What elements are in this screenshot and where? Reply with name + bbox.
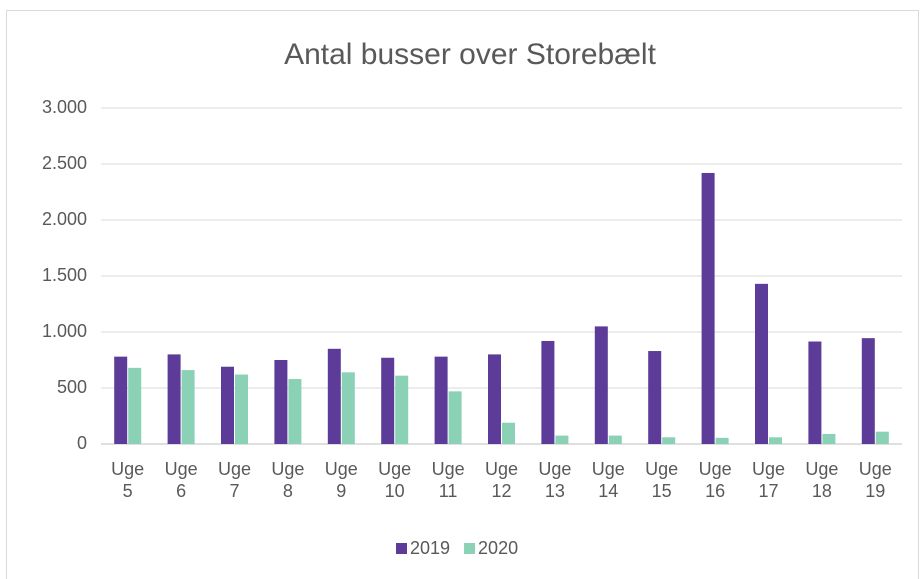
x-tick-label: Uge 9 — [324, 459, 358, 501]
y-tick-label: 1.500 — [42, 265, 87, 285]
bar — [662, 437, 676, 444]
x-tick-label: Uge 8 — [271, 459, 305, 501]
bar — [715, 437, 729, 444]
bar — [114, 356, 128, 444]
y-tick-label: 1.000 — [42, 321, 87, 341]
bar — [555, 435, 569, 444]
bar — [434, 356, 448, 444]
x-tick-label: Uge 14 — [591, 459, 625, 501]
bar — [701, 172, 715, 444]
bar — [488, 354, 501, 444]
bar — [167, 354, 181, 444]
bar — [769, 437, 782, 444]
x-tick-label: Uge 13 — [538, 459, 572, 501]
bar — [594, 326, 608, 444]
x-tick-label: Uge 7 — [217, 459, 252, 501]
bar — [541, 340, 555, 444]
legend-swatch — [464, 543, 476, 554]
bar — [648, 351, 662, 444]
x-tick-label: Uge 18 — [805, 459, 839, 501]
bar — [755, 283, 768, 444]
bar — [274, 360, 288, 444]
x-tick-label: Uge 17 — [751, 459, 786, 501]
x-tick-label: Uge 12 — [484, 459, 519, 501]
bar — [861, 338, 875, 444]
legend-label: 2019 — [410, 538, 450, 558]
bar — [235, 374, 248, 444]
x-tick-label: Uge 15 — [645, 459, 679, 501]
x-tick-label: Uge 11 — [431, 459, 465, 501]
bar — [128, 367, 142, 444]
y-tick-label: 2.500 — [42, 153, 87, 173]
y-tick-label: 3.000 — [42, 97, 87, 117]
y-tick-label: 2.000 — [42, 209, 87, 229]
x-tick-label: Uge 16 — [698, 459, 732, 501]
chart-title: Antal busser over Storebælt — [284, 38, 657, 71]
y-tick-label: 0 — [77, 433, 87, 453]
bar — [502, 422, 515, 444]
x-tick-label: Uge 19 — [858, 459, 892, 501]
x-tick-label: Uge 10 — [378, 459, 412, 501]
bar — [822, 433, 836, 444]
bar — [448, 391, 462, 444]
legend-swatch — [396, 543, 407, 554]
bar — [608, 435, 622, 444]
x-tick-label: Uge 5 — [111, 459, 145, 501]
bar — [395, 375, 409, 444]
bar — [381, 357, 395, 444]
bar — [341, 372, 355, 444]
legend-label: 2020 — [478, 538, 518, 558]
x-tick-label: Uge 6 — [164, 459, 198, 501]
y-tick-label: 500 — [57, 377, 87, 397]
bar — [181, 370, 195, 444]
chart-border — [6, 10, 919, 579]
bar — [288, 379, 302, 444]
bar — [808, 341, 822, 444]
bar — [875, 431, 889, 444]
bar — [327, 348, 341, 444]
bar — [221, 366, 234, 444]
